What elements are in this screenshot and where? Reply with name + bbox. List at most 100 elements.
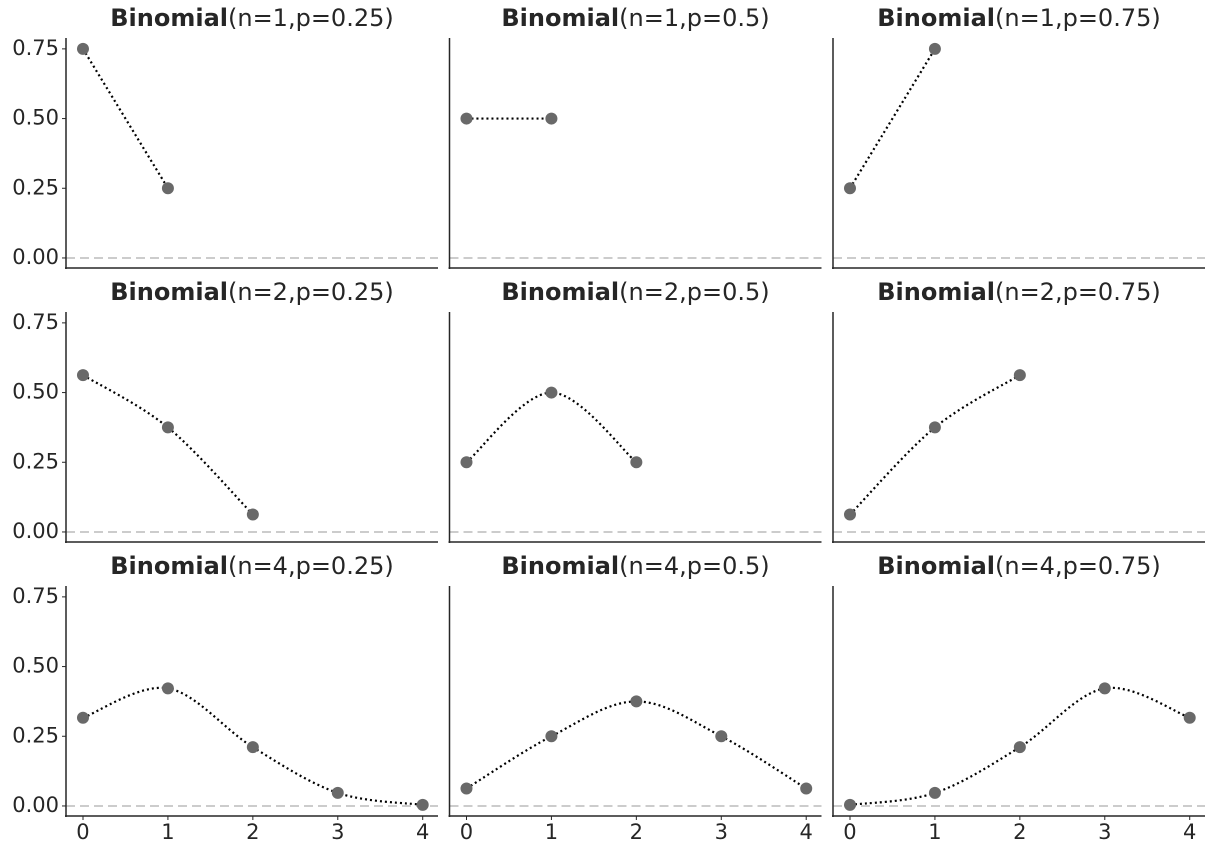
y-tick-label: 0.75 — [12, 584, 59, 608]
title-name: Binomial — [501, 278, 619, 306]
x-tick-label: 0 — [460, 820, 473, 844]
pmf-point — [161, 182, 174, 195]
pmf-point — [928, 786, 941, 799]
panel: Binomial(n=4,p=0.75) 0 1 2 3 4 — [832, 552, 1205, 844]
pmf-point — [76, 42, 89, 55]
pmf-point — [545, 112, 558, 125]
title-name: Binomial — [501, 4, 619, 32]
pmf-point — [161, 682, 174, 695]
panel-title: Binomial(n=1,p=0.5) — [501, 4, 769, 32]
title-params: (n=2,p=0.25) — [228, 278, 394, 306]
panel: Binomial(n=1,p=0.75) — [832, 4, 1205, 269]
pmf-point — [545, 386, 558, 399]
x-tick-label: 1 — [545, 820, 558, 844]
pmf-point — [460, 456, 473, 469]
pmf-point — [246, 741, 259, 754]
panel-title: Binomial(n=1,p=0.75) — [877, 4, 1160, 32]
x-tick-label: 4 — [416, 820, 429, 844]
pmf-point — [843, 798, 856, 811]
x-tick-label: 0 — [843, 820, 856, 844]
x-tick-label: 1 — [928, 820, 941, 844]
pmf-point — [630, 456, 643, 469]
pmf-point — [843, 508, 856, 521]
y-tick-label: 0.25 — [12, 175, 59, 199]
pmf-point — [246, 508, 259, 521]
y-tick-label: 0.75 — [12, 36, 59, 60]
title-params: (n=4,p=0.5) — [619, 552, 769, 580]
pmf-point — [715, 730, 728, 743]
x-tick-label: 4 — [800, 820, 813, 844]
pmf-point — [76, 369, 89, 382]
pmf-line — [849, 374, 1021, 516]
pmf-point — [928, 421, 941, 434]
x-tick-label: 2 — [1013, 820, 1026, 844]
x-tick-label: 2 — [630, 820, 643, 844]
panel: Binomial(n=4,p=0.5) 0 1 2 3 4 — [448, 552, 822, 844]
pmf-point — [1013, 369, 1026, 382]
pmf-line — [82, 48, 169, 189]
title-params: (n=1,p=0.5) — [619, 4, 769, 32]
panel-title: Binomial(n=1,p=0.25) — [110, 4, 393, 32]
title-params: (n=1,p=0.25) — [228, 4, 394, 32]
pmf-point — [1098, 682, 1111, 695]
panel: Binomial(n=2,p=0.5) — [448, 278, 822, 543]
pmf-point — [843, 182, 856, 195]
x-tick-label: 3 — [715, 820, 728, 844]
x-tick-label: 4 — [1183, 820, 1196, 844]
y-tick-label: 0.25 — [12, 723, 59, 747]
title-name: Binomial — [877, 4, 995, 32]
y-tick-label: 0.75 — [12, 310, 59, 334]
y-tick-label: 0.00 — [12, 793, 59, 817]
title-params: (n=1,p=0.75) — [995, 4, 1161, 32]
panel-title: Binomial(n=4,p=0.75) — [877, 552, 1160, 580]
panel: Binomial(n=4,p=0.25) 0.00 0.25 0.50 0.75 0 1 2 3… — [12, 552, 438, 844]
pmf-point — [460, 112, 473, 125]
y-tick-label: 0.50 — [12, 106, 59, 130]
panel-title: Binomial(n=2,p=0.75) — [877, 278, 1160, 306]
title-name: Binomial — [110, 552, 228, 580]
title-params: (n=2,p=0.5) — [619, 278, 769, 306]
y-tick-label: 0.25 — [12, 449, 59, 473]
pmf-point — [161, 421, 174, 434]
pmf-point — [1183, 711, 1196, 724]
pmf-point — [76, 711, 89, 724]
panel: Binomial(n=1,p=0.5) — [448, 4, 822, 269]
pmf-point — [331, 786, 344, 799]
y-tick-label: 0.50 — [12, 654, 59, 678]
panel-title: Binomial(n=2,p=0.25) — [110, 278, 393, 306]
title-params: (n=4,p=0.25) — [228, 552, 394, 580]
panel: Binomial(n=1,p=0.25) 0.00 0.25 0.50 0.75 — [12, 4, 438, 269]
x-tick-label: 2 — [246, 820, 259, 844]
title-name: Binomial — [877, 278, 995, 306]
pmf-point — [1013, 741, 1026, 754]
pmf-line — [465, 700, 807, 790]
pmf-line — [849, 48, 936, 189]
title-params: (n=2,p=0.75) — [995, 278, 1161, 306]
x-tick-label: 3 — [1098, 820, 1111, 844]
pmf-point — [460, 782, 473, 795]
pmf-line — [82, 374, 254, 516]
y-tick-label: 0.00 — [12, 519, 59, 543]
pmf-point — [928, 42, 941, 55]
title-params: (n=4,p=0.75) — [995, 552, 1161, 580]
x-tick-label: 1 — [161, 820, 174, 844]
y-tick-label: 0.50 — [12, 380, 59, 404]
pmf-point — [416, 798, 429, 811]
title-name: Binomial — [110, 278, 228, 306]
x-tick-label: 0 — [76, 820, 89, 844]
title-name: Binomial — [501, 552, 619, 580]
panel: Binomial(n=2,p=0.75) — [832, 278, 1205, 543]
pmf-point — [630, 695, 643, 708]
panel-title: Binomial(n=4,p=0.5) — [501, 552, 769, 580]
panel-title: Binomial(n=2,p=0.5) — [501, 278, 769, 306]
x-tick-label: 3 — [331, 820, 344, 844]
pmf-line — [465, 391, 638, 464]
title-name: Binomial — [877, 552, 995, 580]
panel-title: Binomial(n=4,p=0.25) — [110, 552, 393, 580]
y-tick-label: 0.00 — [12, 245, 59, 269]
panel: Binomial(n=2,p=0.25) 0.00 0.25 0.50 0.75 — [12, 278, 438, 543]
title-name: Binomial — [110, 4, 228, 32]
pmf-point — [800, 782, 813, 795]
pmf-point — [545, 730, 558, 743]
